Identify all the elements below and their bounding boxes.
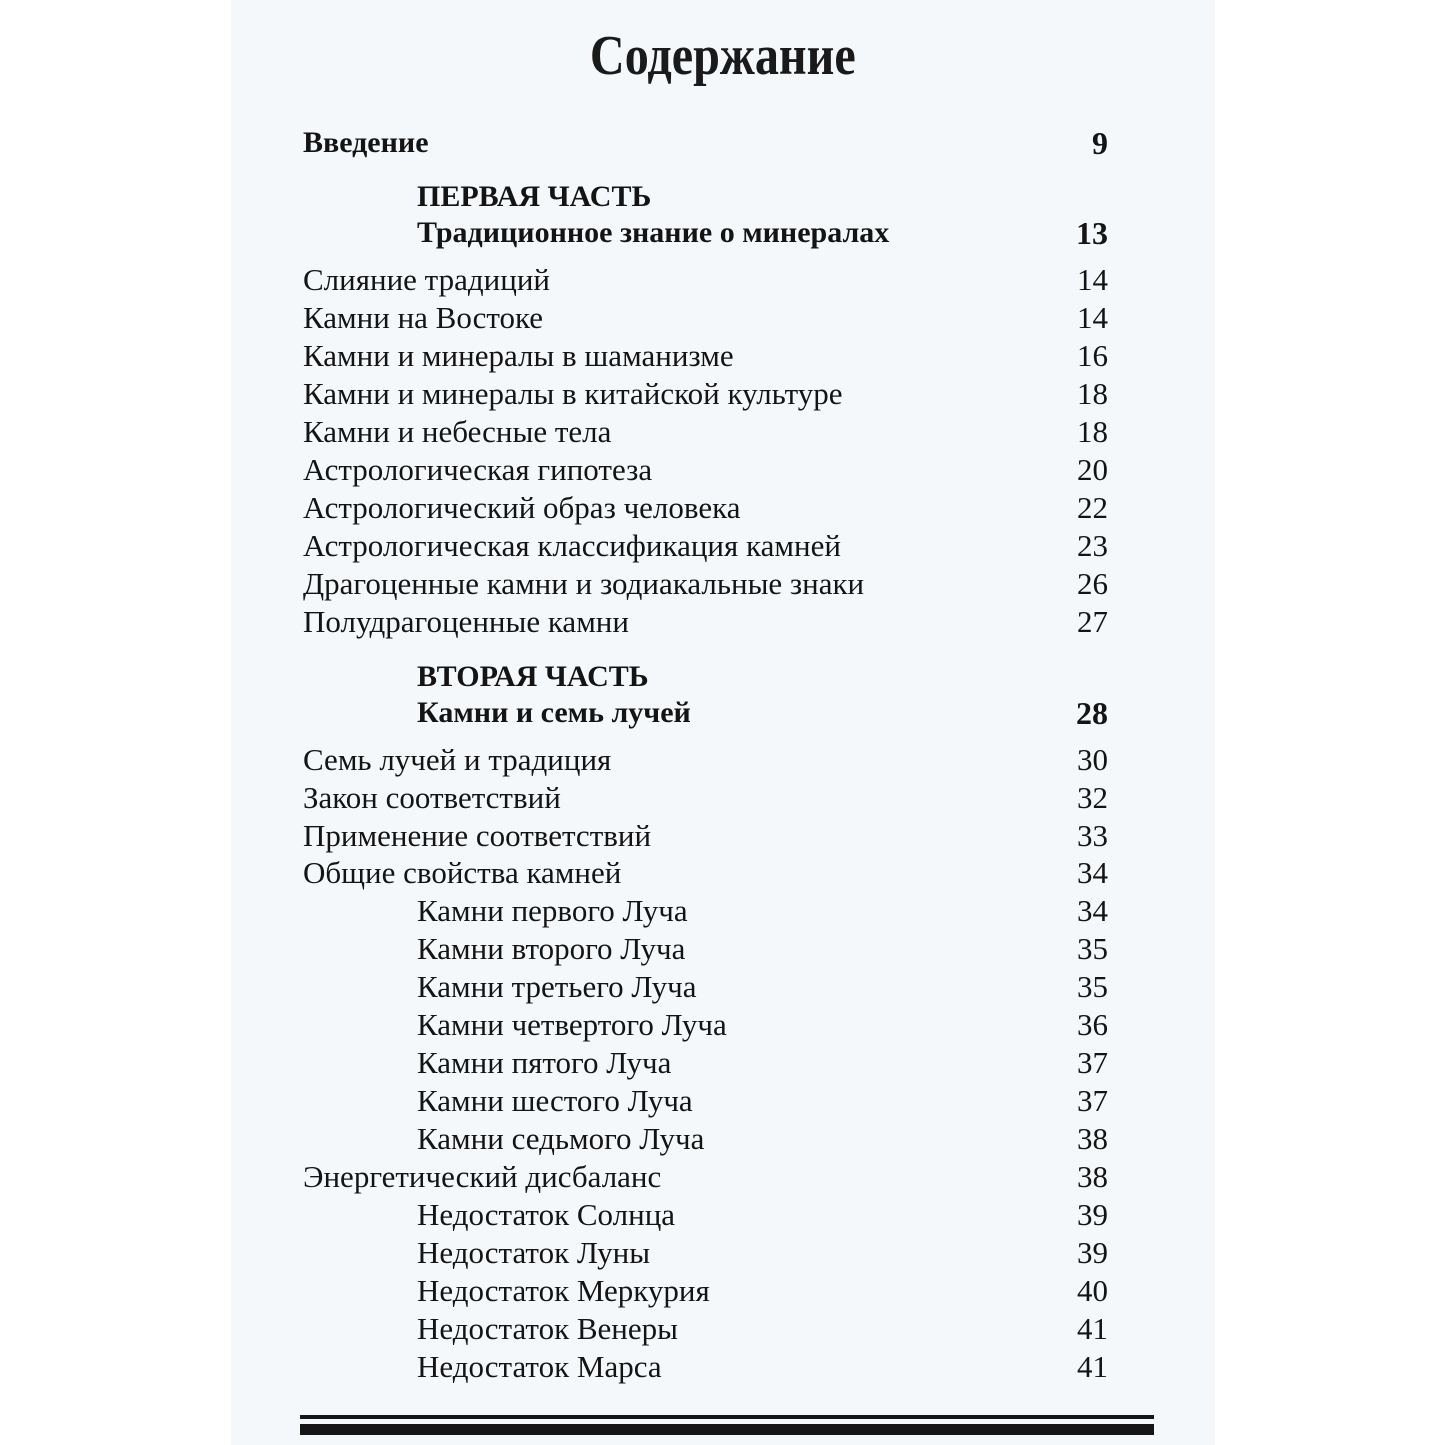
- toc-entry-title: Закон соответствий: [303, 780, 561, 815]
- toc-entry-page: 37: [1077, 1045, 1108, 1080]
- toc-entry: Недостаток Солнца 39: [0, 1195, 1445, 1235]
- toc-entry: Применение соответствий 33: [0, 816, 1445, 856]
- toc-entry-title: Традиционное знание о минералах: [417, 216, 890, 249]
- toc-entry: Камни и семь лучей 28: [0, 693, 1445, 733]
- toc-entry-page: 41: [1077, 1311, 1108, 1346]
- toc-entry-page: 35: [1077, 969, 1108, 1004]
- footer-rule-thin: [300, 1415, 1154, 1419]
- toc-entry: Камни пятого Луча 37: [0, 1043, 1445, 1083]
- toc-entry-page: 26: [1077, 566, 1108, 601]
- toc-entry: Камни на Востоке 14: [0, 298, 1445, 338]
- toc-entry-title: Астрологическая классификация камней: [303, 528, 841, 563]
- toc-entry-title: Драгоценные камни и зодиакальные знаки: [303, 566, 865, 601]
- toc-entry-page: 34: [1077, 893, 1108, 928]
- toc-entry-page: 18: [1077, 376, 1108, 411]
- toc-entry: Камни четвертого Луча 36: [0, 1005, 1445, 1045]
- toc-entry: Семь лучей и традиция 30: [0, 740, 1445, 780]
- toc-entry-title: Астрологический образ человека: [303, 490, 741, 525]
- toc-entry-page: 39: [1077, 1235, 1108, 1270]
- toc-entry-title: ПЕРВАЯ ЧАСТЬ: [417, 180, 652, 213]
- toc-entry-title: Камни седьмого Луча: [417, 1121, 705, 1156]
- toc-entry: Недостаток Луны 39: [0, 1233, 1445, 1273]
- toc-entry-page: 34: [1077, 855, 1108, 890]
- toc-entry: Недостаток Марса 41: [0, 1347, 1445, 1387]
- toc-entry: Недостаток Меркурия 40: [0, 1271, 1445, 1311]
- toc-entry: Астрологическая гипотеза 20: [0, 450, 1445, 490]
- toc-entry-page: 39: [1077, 1197, 1108, 1232]
- toc-entry-title: Недостаток Солнца: [417, 1197, 676, 1232]
- toc-entry: Астрологический образ человека 22: [0, 488, 1445, 528]
- toc-entry: Полудрагоценные камни 27: [0, 602, 1445, 642]
- toc-entry: Общие свойства камней 34: [0, 853, 1445, 893]
- toc-entry: Камни первого Луча 34: [0, 891, 1445, 931]
- toc-entry-title: ВТОРАЯ ЧАСТЬ: [417, 660, 649, 693]
- toc-entry: Камни шестого Луча 37: [0, 1081, 1445, 1121]
- toc-entry: Введение 9: [0, 123, 1445, 163]
- toc-entry-title: Астрологическая гипотеза: [303, 452, 653, 487]
- toc-entry: Камни второго Луча 35: [0, 929, 1445, 969]
- toc-entry-title: Применение соответствий: [303, 818, 652, 853]
- toc-entry: Камни и минералы в китайской культуре 18: [0, 374, 1445, 414]
- toc-entry-title: Камни третьего Луча: [417, 969, 697, 1004]
- toc-entry-title: Недостаток Луны: [417, 1235, 651, 1270]
- toc-entry-page: 13: [1076, 215, 1108, 251]
- toc-entry-page: 37: [1077, 1083, 1108, 1118]
- toc-entry: Недостаток Венеры 41: [0, 1309, 1445, 1349]
- toc-entry: Традиционное знание о минералах 13: [0, 213, 1445, 253]
- toc-entry-title: Недостаток Марса: [417, 1349, 662, 1384]
- toc-entry: Камни и небесные тела 18: [0, 412, 1445, 452]
- toc-entry-title: Камни и минералы в шаманизме: [303, 338, 734, 373]
- toc-entry-page: 20: [1077, 452, 1108, 487]
- toc-entry: Камни седьмого Луча 38: [0, 1119, 1445, 1159]
- toc-entry-page: 36: [1077, 1007, 1108, 1042]
- toc-entry-title: Семь лучей и традиция: [303, 742, 612, 777]
- toc-entry: Астрологическая классификация камней 23: [0, 526, 1445, 566]
- toc-entry-title: Камни пятого Луча: [417, 1045, 672, 1080]
- toc-entry: ВТОРАЯ ЧАСТЬ: [0, 657, 1445, 697]
- toc-entry-title: Введение: [303, 126, 429, 159]
- toc-entry-title: Камни первого Луча: [417, 893, 688, 928]
- toc-entry-page: 33: [1077, 818, 1108, 853]
- toc-entry-page: 27: [1077, 604, 1108, 639]
- toc-entry: Камни и минералы в шаманизме 16: [0, 336, 1445, 376]
- toc-entry-page: 18: [1077, 414, 1108, 449]
- page-title: Содержание: [589, 25, 856, 87]
- toc-entry-title: Камни второго Луча: [417, 931, 686, 966]
- toc-entry-page: 35: [1077, 931, 1108, 966]
- toc-entry-title: Камни и небесные тела: [303, 414, 612, 449]
- toc-entry-page: 40: [1077, 1273, 1108, 1308]
- toc-entry-page: 9: [1092, 125, 1108, 161]
- toc-entry-page: 16: [1077, 338, 1108, 373]
- toc-entry-page: 23: [1077, 528, 1108, 563]
- toc-entry-title: Недостаток Меркурия: [417, 1273, 710, 1308]
- toc-entry: Слияние традиций 14: [0, 260, 1445, 300]
- toc-entry: Энергетический дисбаланс 38: [0, 1157, 1445, 1197]
- toc-entry-page: 14: [1077, 300, 1108, 335]
- toc-entry-title: Камни четвертого Луча: [417, 1007, 727, 1042]
- toc-entry-title: Камни на Востоке: [303, 300, 544, 335]
- toc-entry-title: Камни и минералы в китайской культуре: [303, 376, 843, 411]
- toc-entry-page: 28: [1076, 695, 1108, 731]
- toc-entry: Драгоценные камни и зодиакальные знаки 26: [0, 564, 1445, 604]
- book-page: [231, 0, 1215, 1445]
- toc-entry-page: 38: [1077, 1159, 1108, 1194]
- toc-entry-title: Полудрагоценные камни: [303, 604, 629, 639]
- toc-entry-page: 14: [1077, 262, 1108, 297]
- toc-entry-page: 22: [1077, 490, 1108, 525]
- toc-entry: ПЕРВАЯ ЧАСТЬ: [0, 177, 1445, 217]
- toc-entry-page: 41: [1077, 1349, 1108, 1384]
- toc-entry-page: 30: [1077, 742, 1108, 777]
- toc-entry-page: 32: [1077, 780, 1108, 815]
- toc-entry-title: Камни и семь лучей: [417, 696, 691, 729]
- toc-entry-title: Камни шестого Луча: [417, 1083, 693, 1118]
- toc-entry-page: 38: [1077, 1121, 1108, 1156]
- toc-entry-title: Энергетический дисбаланс: [303, 1159, 662, 1194]
- toc-entry-title: Слияние традиций: [303, 262, 551, 297]
- toc-entry: Закон соответствий 32: [0, 778, 1445, 818]
- toc-entry: Камни третьего Луча 35: [0, 967, 1445, 1007]
- footer-rule-thick: [300, 1424, 1154, 1435]
- toc-entry-title: Недостаток Венеры: [417, 1311, 678, 1346]
- toc-entry-title: Общие свойства камней: [303, 855, 622, 890]
